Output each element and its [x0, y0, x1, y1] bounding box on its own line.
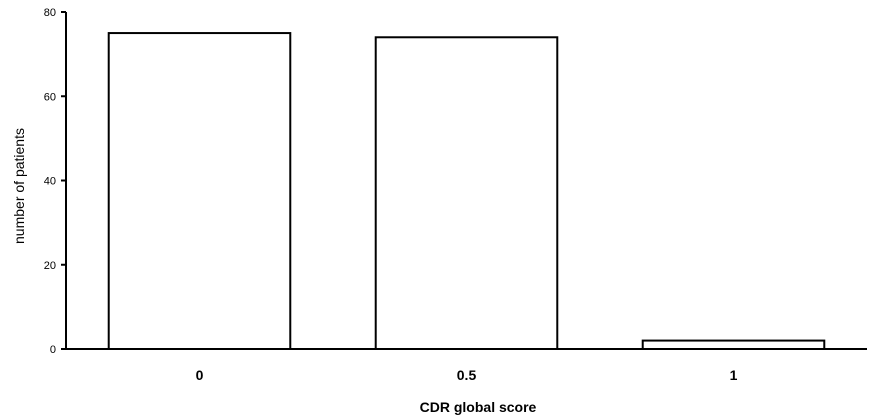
y-axis: 0 20 40 60 80 [44, 7, 67, 356]
y-tick-label: 80 [44, 7, 56, 19]
x-tick-label: 1 [730, 367, 738, 383]
y-tick-label: 40 [44, 176, 56, 188]
x-tick-label: 0.5 [457, 367, 477, 383]
y-tick-label: 60 [44, 91, 56, 103]
category-labels: 0 0.5 1 [196, 367, 738, 383]
bars [107, 32, 826, 351]
bar-0 [107, 32, 292, 350]
bar-1 [641, 339, 826, 351]
x-tick-label: 0 [196, 367, 204, 383]
y-tick-label: 20 [44, 260, 56, 272]
x-axis-title: CDR global score [420, 399, 537, 415]
bar-0.5 [374, 36, 559, 351]
y-axis-title: number of patients [11, 128, 27, 244]
y-tick-label: 0 [50, 344, 56, 356]
